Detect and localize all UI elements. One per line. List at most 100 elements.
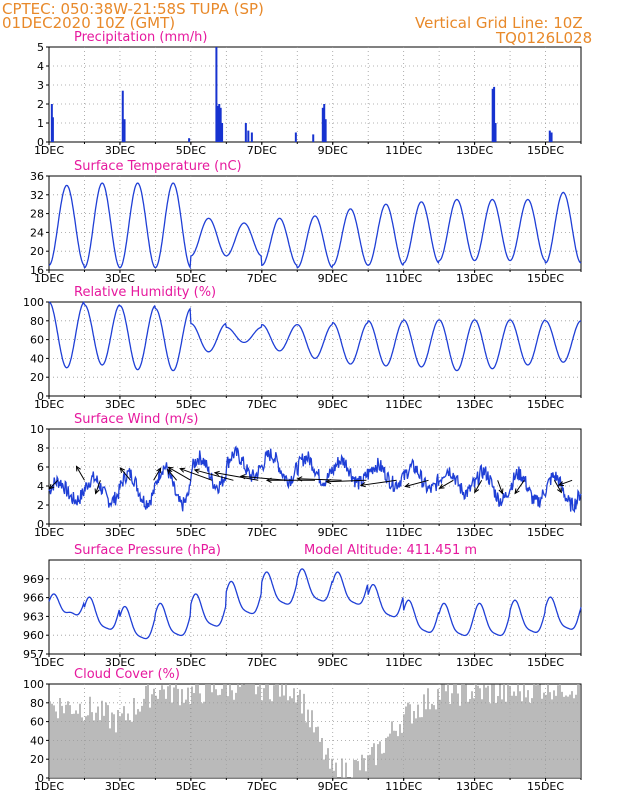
wind-vector-head [325, 478, 332, 485]
y-tick-label: 100 [23, 296, 44, 309]
panel-title: Surface Wind (m/s) [74, 412, 198, 427]
wind-vector [439, 479, 454, 489]
y-tick-label: 3 [37, 79, 44, 92]
wind-vector-head [265, 477, 272, 483]
precip-bar [491, 88, 494, 142]
wind-vector-head [498, 488, 504, 495]
x-tick-label: 1DEC [34, 526, 64, 539]
y-tick-label: 80 [30, 315, 44, 328]
y-tick-label: 5 [37, 41, 44, 54]
run-datetime: 01DEC2020 10Z (GMT) [2, 14, 176, 32]
wind-vector-head [213, 470, 220, 477]
x-tick-label: 15DEC [527, 144, 564, 157]
wind-vector-head [119, 467, 126, 474]
panel-frame [48, 683, 582, 779]
y-tick-label: 10 [30, 423, 44, 436]
x-tick-label: 7DEC [247, 272, 277, 285]
wind-vector-head [557, 481, 565, 487]
wind-vector [153, 467, 162, 481]
panel-frame [48, 428, 582, 525]
wind-vector-head [438, 483, 445, 489]
y-tick-label: 0 [37, 518, 44, 531]
wind-vector [194, 469, 234, 481]
precip-bar [493, 86, 496, 142]
x-tick-label: 11DEC [385, 780, 422, 793]
precip-bar [215, 47, 218, 142]
x-tick-label: 13DEC [456, 144, 493, 157]
x-tick-label: 3DEC [105, 526, 135, 539]
wind-vector [474, 480, 483, 493]
x-tick-label: 7DEC [247, 656, 277, 669]
y-tick-label: 40 [30, 352, 44, 365]
panel-title: Surface Temperature (nC) [74, 159, 242, 174]
x-tick-label: 11DEC [385, 272, 422, 285]
x-tick-label: 11DEC [385, 398, 422, 411]
x-tick-label: 5DEC [176, 144, 206, 157]
panel-annotation: Model Altitude: 411.451 m [304, 543, 477, 558]
y-tick-label: 6 [37, 461, 44, 474]
wind-vector [497, 480, 503, 494]
x-tick-label: 1DEC [34, 398, 64, 411]
precip-bar [188, 138, 191, 142]
x-tick-label: 5DEC [176, 656, 206, 669]
wind-vector-head [193, 468, 200, 474]
x-tick-label: 3DEC [105, 656, 135, 669]
wind-vector-head [474, 487, 480, 494]
x-tick-label: 11DEC [385, 656, 422, 669]
wind-vector [168, 466, 192, 481]
panel-frame [48, 301, 582, 397]
model-code: TQ0126L028 [496, 29, 593, 47]
y-tick-label: 40 [30, 734, 44, 747]
precip-bar [51, 117, 54, 142]
y-tick-label: 2 [37, 499, 44, 512]
precip-bar [121, 90, 124, 142]
series-line [48, 568, 582, 640]
x-tick-label: 9DEC [318, 272, 348, 285]
wind-vector-head [404, 482, 411, 488]
y-tick-label: 20 [30, 371, 44, 384]
y-tick-label: 60 [30, 716, 44, 729]
x-tick-label: 11DEC [385, 526, 422, 539]
panel-title: Precipitation (mm/h) [74, 30, 207, 45]
x-tick-label: 9DEC [318, 780, 348, 793]
wind-vector [240, 475, 287, 481]
precip-bar [50, 104, 53, 142]
x-tick-label: 1DEC [34, 780, 64, 793]
precip-bar [219, 107, 222, 142]
y-tick-label: 0 [37, 772, 44, 785]
y-tick-label: 24 [30, 226, 44, 239]
precip-bar [216, 105, 219, 142]
wind-vector-head [557, 487, 562, 494]
x-tick-label: 15DEC [527, 398, 564, 411]
y-tick-label: 963 [23, 610, 44, 623]
panel-frame [48, 46, 582, 143]
station-header: CPTEC: 050:38W-21:58S TUPA (SP) [2, 0, 264, 18]
precip-bar [550, 132, 553, 142]
panel-frame [48, 559, 582, 655]
wind-vector [326, 479, 367, 483]
wind-vector-head [48, 483, 55, 490]
wind-vector [49, 479, 59, 490]
wind-vector-head [179, 467, 186, 473]
wind-vector [360, 479, 397, 486]
y-tick-label: 0 [37, 390, 44, 403]
series-line [48, 301, 582, 372]
x-tick-label: 3DEC [105, 144, 135, 157]
x-tick-label: 9DEC [318, 526, 348, 539]
x-tick-label: 5DEC [176, 398, 206, 411]
x-tick-label: 7DEC [247, 780, 277, 793]
cloud-cover-area [49, 684, 581, 778]
x-tick-label: 5DEC [176, 526, 206, 539]
wind-vector-head [514, 488, 520, 495]
precip-bar [294, 132, 297, 142]
wind-vector [119, 467, 131, 481]
series-line [48, 182, 582, 270]
precip-bar [312, 134, 315, 142]
wind-vector [297, 478, 342, 481]
y-tick-label: 16 [30, 264, 44, 277]
panel-title: Relative Humidity (%) [74, 285, 216, 300]
y-tick-label: 957 [23, 648, 44, 661]
x-tick-label: 15DEC [527, 526, 564, 539]
wind-vector [214, 472, 259, 481]
